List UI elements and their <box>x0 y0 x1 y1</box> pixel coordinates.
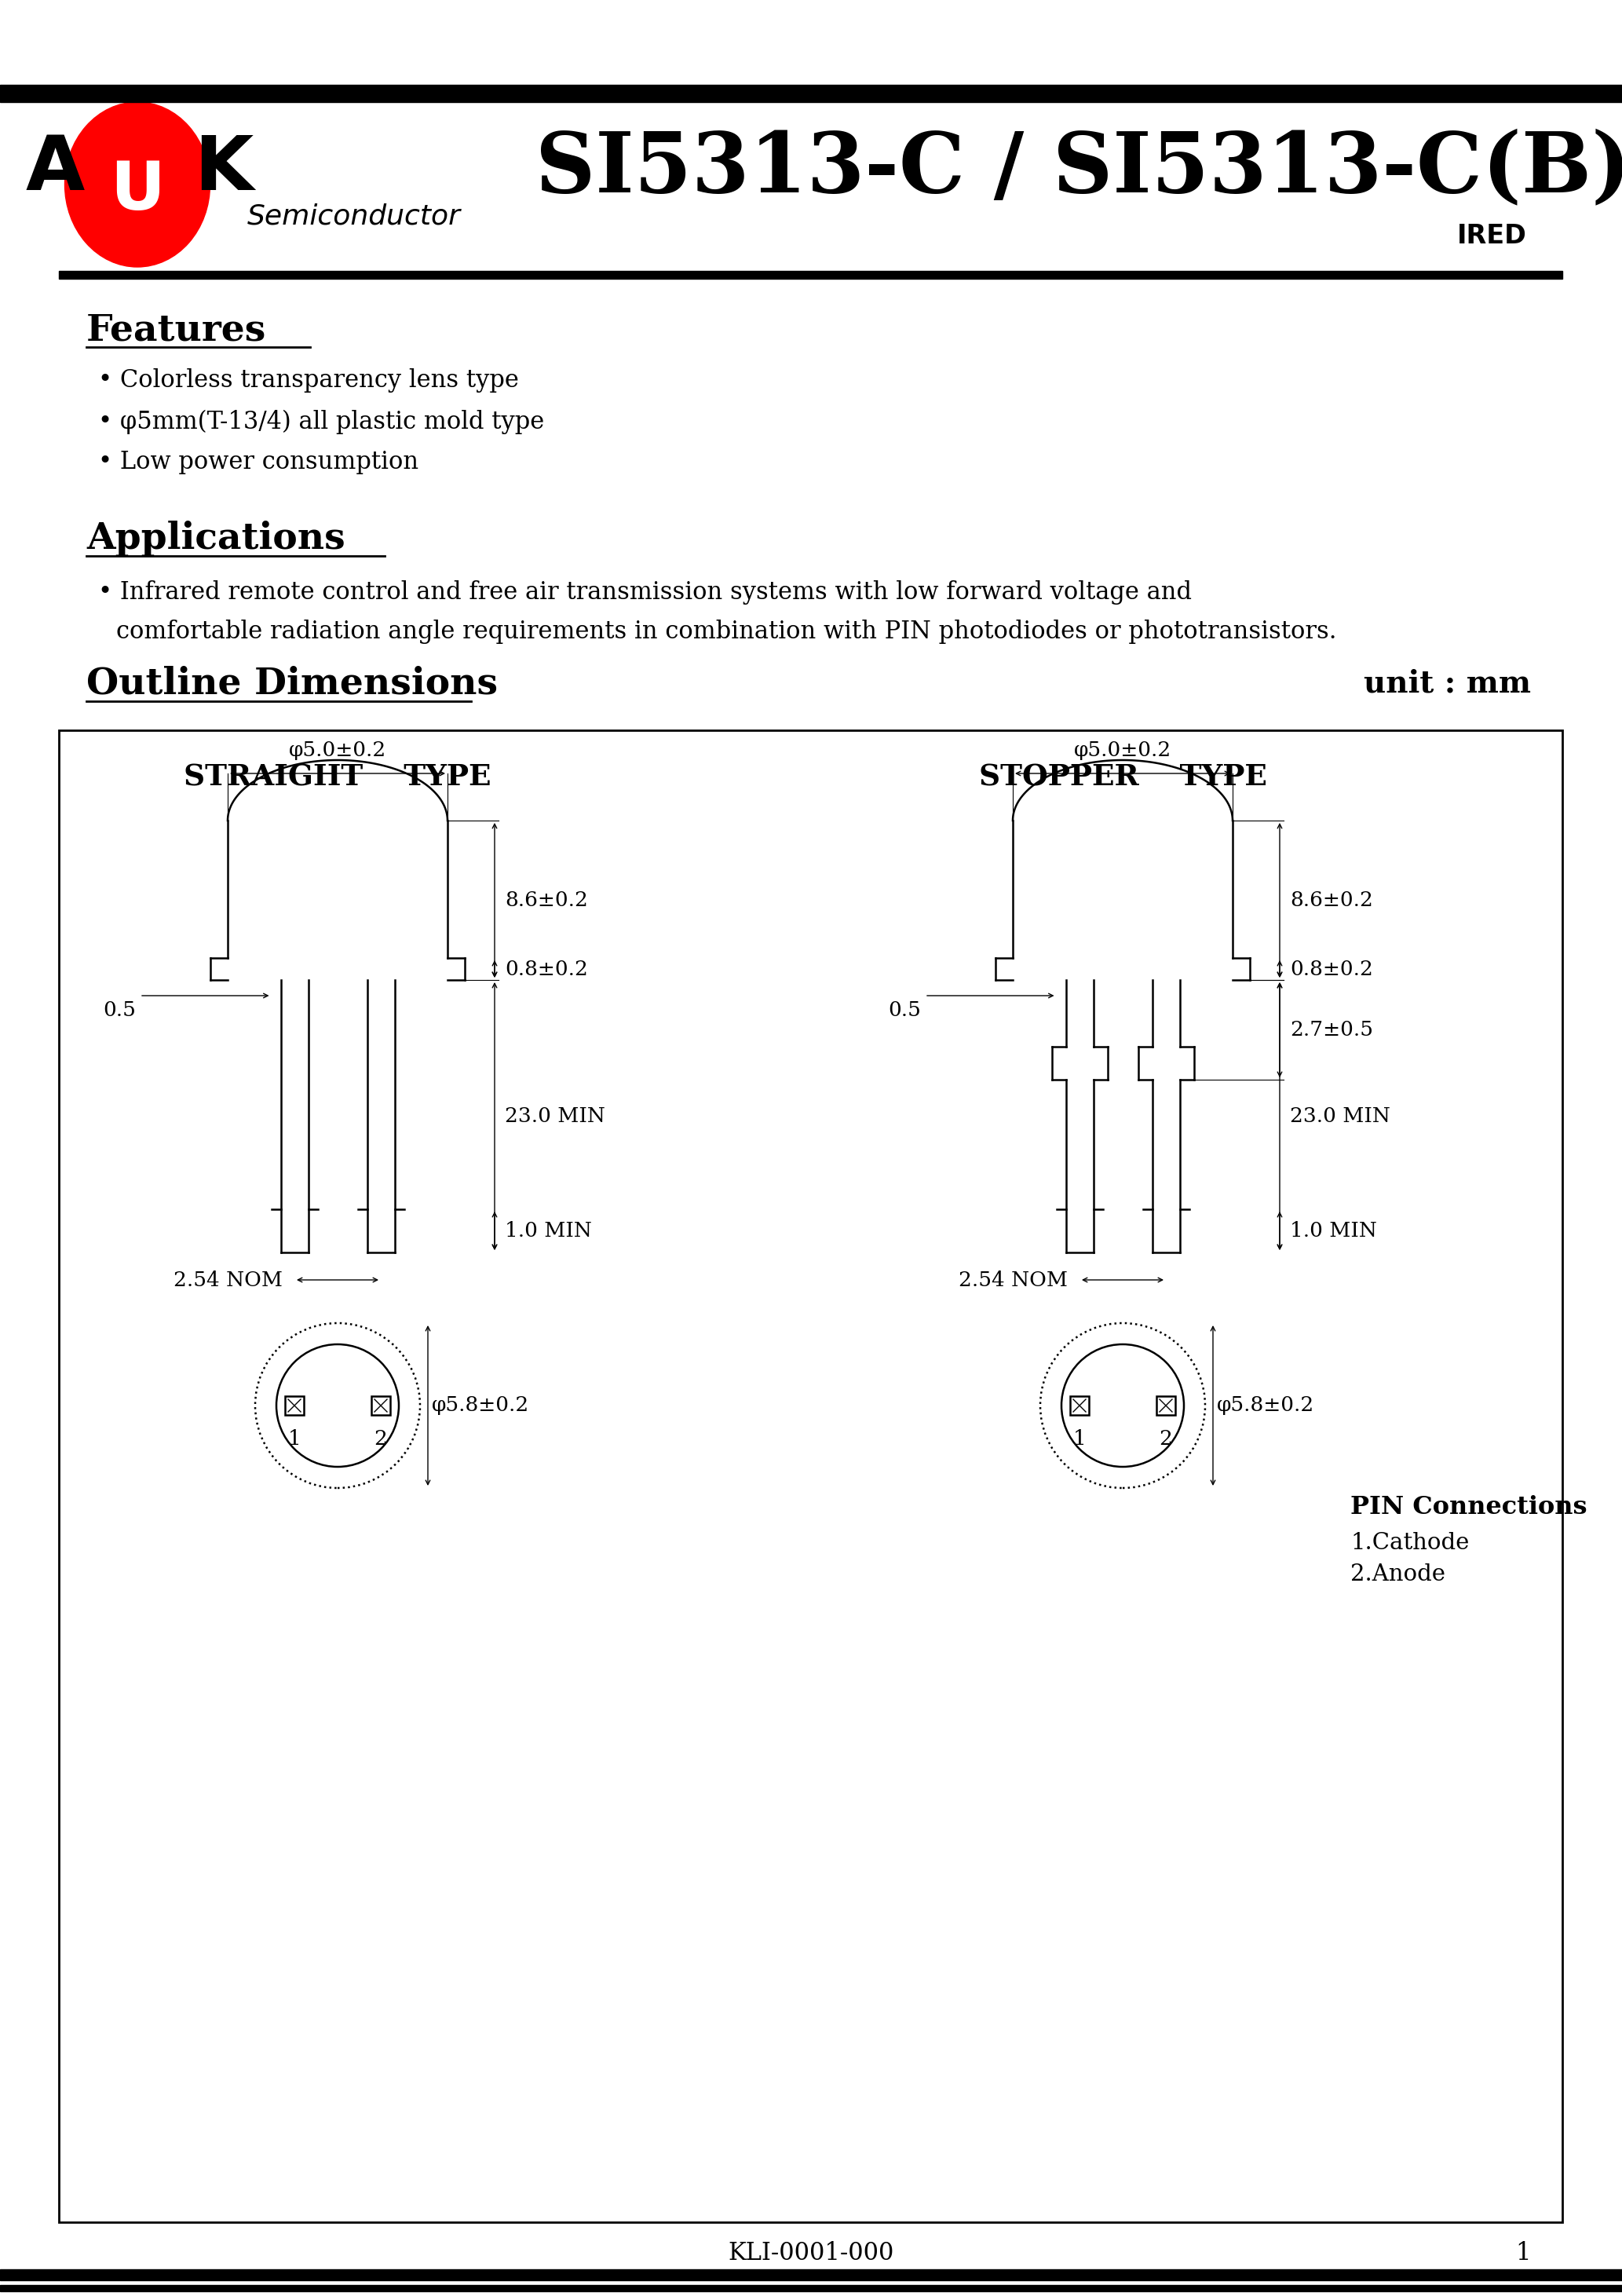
Text: U: U <box>110 158 165 223</box>
Text: STOPPER    TYPE: STOPPER TYPE <box>978 762 1267 792</box>
Text: SI5313-C / SI5313-C(B): SI5313-C / SI5313-C(B) <box>535 129 1622 209</box>
Text: • Infrared remote control and free air transmission systems with low forward vol: • Infrared remote control and free air t… <box>99 581 1192 604</box>
Text: φ5.8±0.2: φ5.8±0.2 <box>431 1396 529 1414</box>
Text: 1.0 MIN: 1.0 MIN <box>504 1221 592 1240</box>
Text: 8.6±0.2: 8.6±0.2 <box>1289 891 1374 909</box>
Text: A: A <box>26 133 84 204</box>
Text: 0.8±0.2: 0.8±0.2 <box>504 960 587 978</box>
Text: 1: 1 <box>287 1428 302 1449</box>
Bar <box>371 1396 391 1414</box>
Text: 2.7±0.5: 2.7±0.5 <box>1289 1019 1374 1040</box>
Text: 2: 2 <box>375 1428 388 1449</box>
Text: PIN Connections: PIN Connections <box>1351 1495 1588 1520</box>
Text: unit : mm: unit : mm <box>1364 668 1531 698</box>
Text: 2.54 NOM: 2.54 NOM <box>959 1270 1067 1290</box>
Bar <box>58 730 1562 2223</box>
Text: 23.0 MIN: 23.0 MIN <box>1289 1107 1390 1125</box>
Bar <box>285 1396 303 1414</box>
Text: Applications: Applications <box>86 521 345 556</box>
Bar <box>0 2285 1622 2291</box>
Text: 2.54 NOM: 2.54 NOM <box>174 1270 282 1290</box>
Bar <box>0 2268 1622 2280</box>
Text: 0.5: 0.5 <box>102 1001 136 1019</box>
Text: KLI-0001-000: KLI-0001-000 <box>728 2241 894 2266</box>
Text: 0.8±0.2: 0.8±0.2 <box>1289 960 1374 978</box>
Text: φ5.0±0.2: φ5.0±0.2 <box>289 739 386 760</box>
Bar <box>0 85 1622 101</box>
Text: 1.Cathode: 1.Cathode <box>1351 1531 1470 1554</box>
Text: 1: 1 <box>1072 1428 1087 1449</box>
Text: comfortable radiation angle requirements in combination with PIN photodiodes or : comfortable radiation angle requirements… <box>117 620 1337 643</box>
Text: 1.0 MIN: 1.0 MIN <box>1289 1221 1377 1240</box>
Text: 23.0 MIN: 23.0 MIN <box>504 1107 605 1125</box>
Text: IRED: IRED <box>1457 223 1526 248</box>
Text: 2.Anode: 2.Anode <box>1351 1564 1445 1584</box>
Text: 2: 2 <box>1160 1428 1173 1449</box>
Text: 8.6±0.2: 8.6±0.2 <box>504 891 587 909</box>
Text: 1: 1 <box>1515 2241 1531 2266</box>
Bar <box>1071 1396 1088 1414</box>
Text: Outline Dimensions: Outline Dimensions <box>86 666 498 703</box>
Bar <box>58 271 1562 278</box>
Text: • Low power consumption: • Low power consumption <box>99 450 418 475</box>
Text: φ5.0±0.2: φ5.0±0.2 <box>1074 739 1171 760</box>
Text: • φ5mm(T-13/4) all plastic mold type: • φ5mm(T-13/4) all plastic mold type <box>99 409 545 434</box>
Text: 0.5: 0.5 <box>887 1001 921 1019</box>
Text: K: K <box>195 133 253 204</box>
Text: Semiconductor: Semiconductor <box>247 202 461 230</box>
Text: STRAIGHT    TYPE: STRAIGHT TYPE <box>183 762 491 792</box>
Bar <box>1156 1396 1176 1414</box>
Text: • Colorless transparency lens type: • Colorless transparency lens type <box>99 370 519 393</box>
Text: φ5.8±0.2: φ5.8±0.2 <box>1216 1396 1314 1414</box>
Text: Features: Features <box>86 312 266 349</box>
Ellipse shape <box>65 101 209 266</box>
